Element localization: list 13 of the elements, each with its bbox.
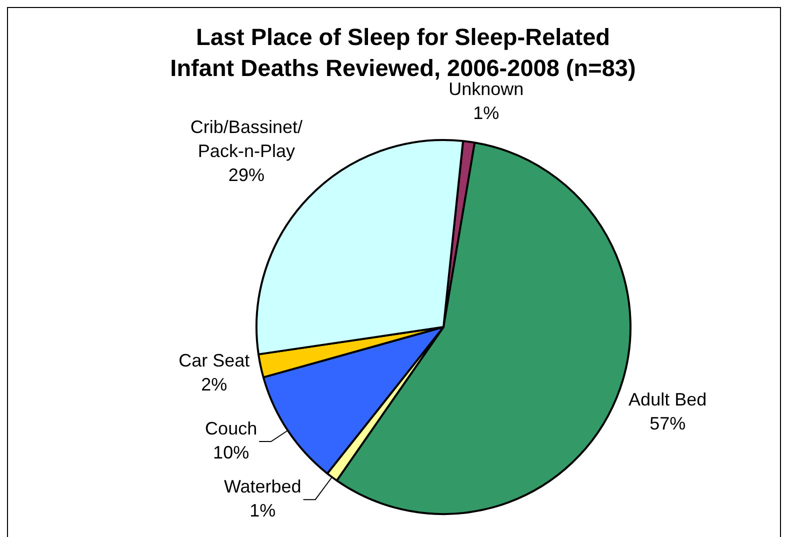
- slice-label: Unknown: [448, 79, 524, 100]
- slice-label: Car Seat: [178, 350, 250, 370]
- data-label: 1%: [473, 103, 500, 124]
- data-label: 57%: [650, 414, 686, 434]
- chart-title: Last Place of Sleep for Sleep-Related Infant Deaths Reviewed, 2006-2008 (n=83): [169, 23, 637, 82]
- slice-label: Crib/Bassinet/Pack-n-Play: [190, 116, 302, 161]
- slice-label: Couch: [205, 418, 258, 439]
- data-label: 29%: [228, 164, 264, 185]
- data-label: 2%: [201, 374, 228, 394]
- data-label: 1%: [250, 500, 276, 521]
- data-label: 10%: [213, 442, 250, 463]
- slice-label: Waterbed: [224, 476, 302, 497]
- slice-label: Adult Bed: [628, 390, 707, 410]
